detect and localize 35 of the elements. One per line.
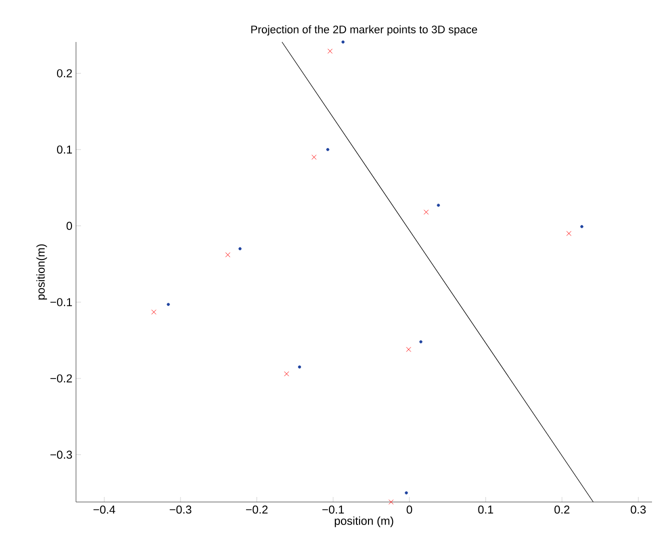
- y-tick-label: −0.3: [50, 450, 72, 459]
- point: [419, 340, 422, 344]
- point: [284, 371, 290, 376]
- y-tick-label: 0: [66, 222, 72, 230]
- point: [404, 491, 408, 494]
- point: [328, 48, 333, 54]
- point: [166, 302, 170, 306]
- y-tick-label: −0.1: [50, 298, 72, 306]
- point: [225, 252, 230, 258]
- x-tick-label: −0.3: [170, 506, 192, 514]
- point: [424, 210, 429, 215]
- y-tick-label: 0.1: [57, 146, 72, 154]
- x-tick-label: −0.4: [93, 506, 116, 514]
- point: [388, 499, 394, 505]
- point: [298, 365, 302, 369]
- point: [341, 40, 345, 44]
- point: [566, 230, 572, 236]
- point: [436, 204, 440, 207]
- x-tick-label: 0: [406, 506, 412, 514]
- x-tick-label: 0.1: [478, 506, 494, 514]
- point: [326, 148, 330, 152]
- x-tick-label: −0.1: [322, 506, 344, 514]
- point: [238, 247, 242, 250]
- x-tick-label: 0.3: [630, 506, 646, 514]
- x-tick-label: −0.2: [246, 506, 268, 514]
- point: [406, 346, 412, 352]
- x-axis-title: position (m): [334, 516, 394, 528]
- y-tick-label: 0.2: [57, 69, 72, 78]
- chart-title: Projection of the 2D marker points to 3D space: [251, 25, 478, 36]
- y-tick-label: −0.2: [50, 374, 72, 382]
- y-axis-title: position(m): [36, 244, 48, 300]
- x-tick-label: 0.2: [554, 506, 570, 514]
- point: [580, 225, 584, 228]
- point: [312, 154, 317, 160]
- point: [151, 310, 156, 315]
